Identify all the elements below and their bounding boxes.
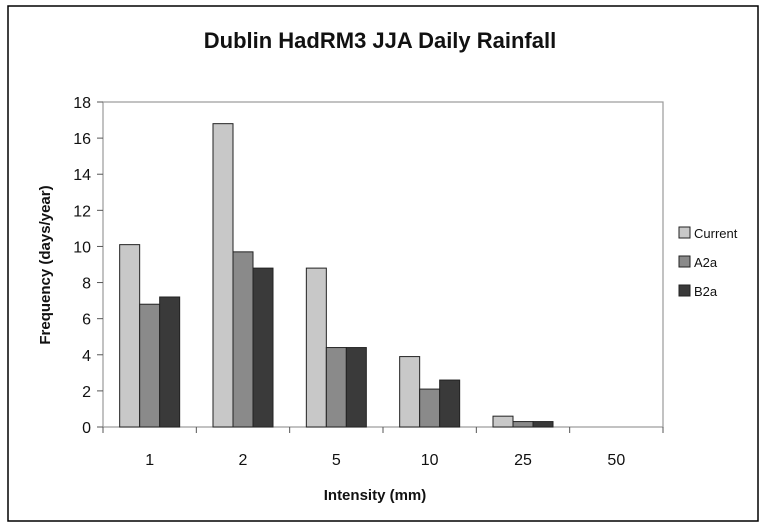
bar-a2a-10 [419,388,441,428]
y-tick-label: 8 [82,276,91,293]
bars [119,123,554,428]
y-tick-label: 18 [73,95,91,112]
bar-b2a-25 [532,421,554,428]
x-tick-label: 10 [421,452,439,469]
x-tick-label: 25 [514,452,532,469]
x-tick-label: 5 [332,452,341,469]
bar-a2a-2 [232,251,254,428]
plot-area [102,101,664,428]
legend-label-b2a: B2a [694,284,718,299]
bar-current-25 [492,415,514,428]
x-axis-label: Intensity (mm) [324,487,427,504]
bar-b2a-10 [439,379,461,428]
bar-a2a-5 [325,347,347,428]
bar-a2a-25 [512,421,534,428]
chart-frame [7,5,759,522]
legend: Current A2a B2a [678,226,738,299]
bar-b2a-1 [159,296,181,428]
y-tick-label: 14 [73,167,91,184]
x-tick-label: 2 [239,452,248,469]
y-axis-label: Frequency (days/year) [37,185,54,344]
y-axis-ticks: 0 2 4 6 8 10 12 14 16 18 [73,95,103,437]
y-tick-label: 4 [82,348,91,365]
bar-current-10 [399,356,421,428]
legend-swatch-a2a [678,255,691,268]
bar-current-5 [305,267,327,428]
legend-label-a2a: A2a [694,255,718,270]
plot-border [102,101,664,428]
y-tick-label: 2 [82,384,91,401]
legend-label-current: Current [694,226,738,241]
bar-b2a-2 [252,267,274,428]
y-tick-label: 0 [82,420,91,437]
bar-a2a-1 [139,303,161,428]
x-tick-label: 50 [607,452,625,469]
bar-b2a-5 [345,347,367,428]
chart-title: Dublin HadRM3 JJA Daily Rainfall [204,28,556,53]
bar-current-1 [119,244,141,428]
y-tick-label: 6 [82,312,91,329]
x-axis-ticks: 1 2 5 10 25 50 [102,427,664,469]
y-tick-label: 10 [73,239,91,256]
bar-current-2 [212,123,234,428]
y-tick-label: 16 [73,131,91,148]
legend-swatch-current [678,226,691,239]
y-tick-label: 12 [73,203,91,220]
x-tick-label: 1 [145,452,154,469]
legend-swatch-b2a [678,284,691,297]
